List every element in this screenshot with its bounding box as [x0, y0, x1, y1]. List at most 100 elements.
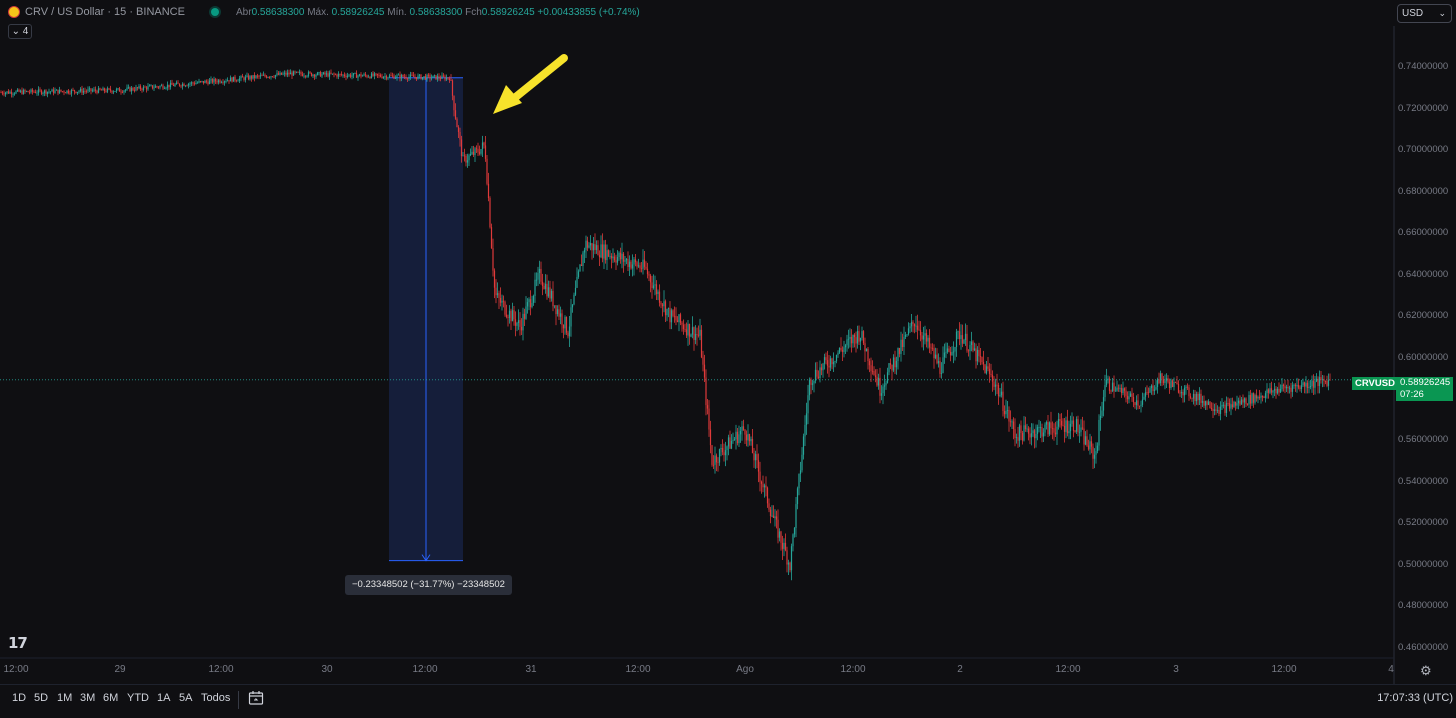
price-scale-label: 0.50000000 — [1398, 558, 1449, 570]
currency-selector[interactable]: USD ⌄ — [1397, 4, 1452, 23]
candle-body — [82, 90, 85, 93]
candle-body — [600, 244, 602, 258]
range-3m-button[interactable]: 3M — [80, 692, 96, 704]
candle-body — [906, 334, 908, 336]
candle-body — [546, 283, 548, 297]
candle-body — [693, 327, 695, 341]
candle-body — [564, 317, 566, 329]
range-5d-button[interactable]: 5D — [34, 692, 49, 704]
candle-body — [1017, 437, 1019, 441]
range-1a-button[interactable]: 1A — [157, 692, 171, 704]
candle-body — [1207, 401, 1210, 405]
candle-body — [1267, 389, 1270, 393]
candle-body — [424, 76, 427, 80]
candle-body — [562, 324, 565, 329]
candle-body — [547, 287, 550, 297]
close-label: Fch — [465, 7, 482, 18]
candle-body — [16, 89, 19, 92]
candle-body — [384, 76, 386, 77]
candle-body — [571, 304, 574, 308]
candle-body — [559, 313, 562, 317]
candle-body — [385, 76, 388, 79]
candle-body — [964, 333, 967, 341]
candle-body — [1264, 393, 1267, 398]
candle-body — [375, 73, 377, 75]
candle-body — [529, 299, 532, 308]
candle-body — [679, 314, 682, 323]
time-axis-label: Ago — [736, 664, 754, 675]
candle-body — [787, 562, 790, 565]
candle-body — [184, 85, 187, 87]
range-ytd-button[interactable]: YTD — [127, 692, 149, 704]
candle-body — [97, 88, 100, 93]
range-6m-button[interactable]: 6M — [103, 692, 119, 704]
candle-body — [537, 272, 539, 280]
candle-body — [574, 287, 577, 295]
candle-body — [55, 89, 58, 91]
candle-body — [226, 80, 229, 82]
candle-body — [840, 347, 842, 350]
calendar-goto-icon[interactable] — [248, 690, 264, 706]
candle-body — [933, 348, 935, 359]
candle-body — [550, 290, 553, 299]
range-all-button[interactable]: Todos — [201, 692, 231, 704]
time-axis-label: 31 — [525, 664, 537, 675]
tradingview-logo-icon[interactable]: 17 — [8, 634, 28, 652]
candle-body — [829, 358, 832, 368]
candle-body — [1234, 401, 1237, 406]
candle-body — [501, 300, 503, 303]
change-value: +0.00433855 (+0.74%) — [537, 7, 640, 18]
candle-body — [1065, 420, 1067, 432]
candle-body — [1096, 445, 1099, 452]
candle-body — [786, 550, 788, 565]
candle-body — [477, 148, 479, 153]
candle-body — [258, 75, 260, 77]
candle-body — [418, 74, 421, 76]
symbol-title[interactable]: CRV / US Dollar · 15 · BINANCE — [25, 6, 185, 18]
candle-body — [541, 281, 544, 286]
candle-body — [1228, 403, 1231, 409]
candle-body — [67, 90, 70, 94]
candle-body — [42, 92, 44, 94]
candle-body — [1051, 428, 1054, 429]
candle-body — [517, 320, 520, 323]
candle-body — [801, 454, 803, 471]
candle-body — [708, 408, 710, 430]
candle-body — [369, 76, 371, 79]
candle-body — [27, 91, 29, 93]
candle-body — [535, 279, 538, 281]
candle-body — [973, 348, 976, 351]
range-5a-button[interactable]: 5A — [179, 692, 193, 704]
collapse-indicators-button[interactable]: ⌄ 4 — [8, 24, 32, 39]
candle-body — [474, 148, 476, 156]
candle-body — [772, 515, 775, 519]
candle-body — [1170, 380, 1172, 388]
candle-body — [870, 365, 872, 371]
candle-body — [1059, 419, 1061, 421]
candle-body — [172, 84, 175, 86]
range-1m-button[interactable]: 1M — [57, 692, 73, 704]
candle-body — [148, 85, 151, 87]
candle-body — [1092, 446, 1094, 459]
utc-clock[interactable]: 17:07:33 (UTC) — [1377, 692, 1453, 704]
candle-body — [118, 88, 121, 92]
range-1d-button[interactable]: 1D — [12, 692, 27, 704]
gear-icon[interactable]: ⚙ — [1420, 663, 1432, 678]
candle-body — [561, 313, 563, 325]
candle-body — [81, 88, 83, 93]
candle-body — [1026, 428, 1028, 430]
arrow-annotation-icon[interactable] — [493, 54, 568, 114]
candle-body — [24, 90, 26, 92]
candle-body — [735, 431, 737, 440]
candle-body — [403, 76, 406, 78]
candle-body — [133, 90, 136, 91]
candle-body — [1060, 420, 1063, 426]
candle-body — [844, 345, 847, 348]
candle-body — [663, 301, 665, 307]
candle-body — [516, 322, 518, 326]
candle-body — [823, 357, 826, 364]
candle-body — [1146, 392, 1148, 394]
candle-body — [846, 339, 848, 346]
candle-body — [69, 93, 71, 94]
